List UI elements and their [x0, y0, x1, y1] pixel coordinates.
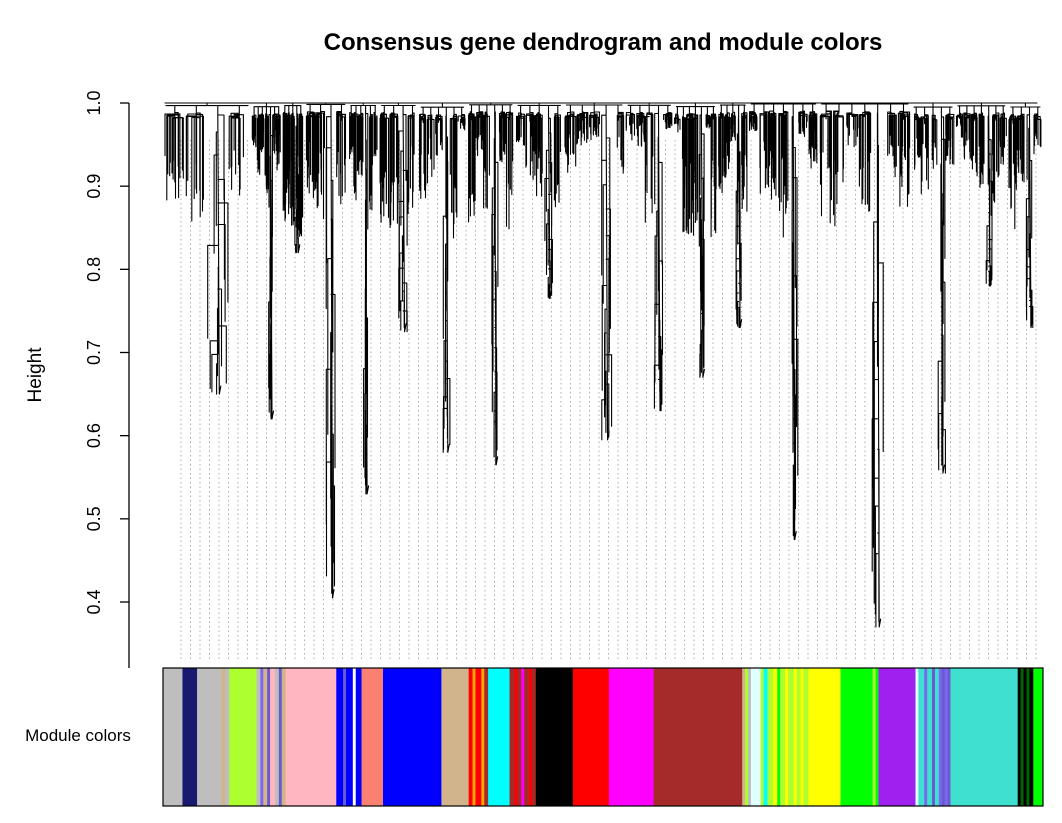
- module-color-segment: [535, 668, 574, 806]
- module-color-segment: [777, 668, 781, 806]
- y-axis: 0.4 0.5 0.6 0.7 0.8 0.9 1.0: [84, 90, 130, 668]
- module-color-segment: [517, 668, 522, 806]
- module-color-segment: [531, 668, 537, 806]
- module-color-segment: [484, 668, 489, 806]
- dendrogram-branches: [164, 102, 1042, 628]
- y-tick-label: 0.5: [84, 506, 104, 531]
- module-color-segment: [221, 668, 226, 806]
- module-color-segment: [529, 668, 533, 806]
- module-color-segment: [944, 668, 948, 806]
- module-color-segment: [270, 668, 276, 806]
- module-color-segment: [1033, 668, 1044, 806]
- module-color-segment: [281, 668, 286, 806]
- chart-title: Consensus gene dendrogram and module col…: [324, 29, 883, 56]
- module-color-segment: [773, 668, 778, 806]
- module-color-segment: [950, 668, 1019, 806]
- module-color-segment: [608, 668, 654, 806]
- module-color-segment: [468, 668, 473, 806]
- module-color-segment: [472, 668, 476, 806]
- module-color-segment: [182, 668, 198, 806]
- module-color-segment: [441, 668, 470, 806]
- y-tick-label: 0.7: [84, 340, 104, 365]
- module-color-segment: [278, 668, 283, 806]
- dendrogram-tree: [164, 102, 1042, 628]
- module-color-segment: [745, 668, 749, 806]
- module-color-segment: [941, 668, 946, 806]
- y-tick-label: 1.0: [84, 90, 104, 115]
- module-color-segment: [285, 668, 337, 806]
- module-color-segment: [361, 668, 384, 806]
- module-color-segment: [947, 668, 951, 806]
- module-color-segment: [481, 668, 485, 806]
- module-color-segment: [918, 668, 925, 806]
- module-color-segment: [938, 668, 943, 806]
- module-color-segment: [488, 668, 510, 806]
- module-color-segment: [767, 668, 774, 806]
- module-color-segment: [742, 668, 746, 806]
- module-color-segment: [521, 668, 525, 806]
- module-color-segment: [760, 668, 764, 806]
- module-color-segment: [263, 668, 268, 806]
- module-color-segment: [803, 668, 809, 806]
- module-color-segment: [927, 668, 933, 806]
- module-color-segment: [1017, 668, 1021, 806]
- module-color-segment: [1026, 668, 1030, 806]
- module-color-segment: [653, 668, 743, 806]
- y-tick-label: 0.4: [84, 589, 104, 614]
- module-color-segment: [808, 668, 841, 806]
- module-color-segment: [932, 668, 936, 806]
- module-color-segment: [793, 668, 798, 806]
- module-color-segment: [875, 668, 879, 806]
- module-color-segment: [225, 668, 230, 806]
- module-color-segment: [840, 668, 873, 806]
- module-color-segment: [383, 668, 442, 806]
- module-color-segment: [800, 668, 804, 806]
- module-color-segment: [924, 668, 928, 806]
- module-color-segment: [785, 668, 789, 806]
- module-color-segment: [787, 668, 795, 806]
- module-color-bar-border: [162, 667, 1044, 807]
- module-color-segment: [572, 668, 610, 806]
- module-color-segment: [509, 668, 515, 806]
- module-color-segment: [748, 668, 752, 806]
- module-color-segment: [343, 668, 347, 806]
- color-bar-label: Module colors: [25, 726, 131, 745]
- module-color-segment: [163, 668, 183, 806]
- module-color-segment: [274, 668, 280, 806]
- module-color-segment: [1029, 668, 1034, 806]
- module-color-segment: [934, 668, 940, 806]
- module-color-segment: [267, 668, 271, 806]
- module-color-segment: [256, 668, 261, 806]
- module-color-segment: [336, 668, 344, 806]
- module-color-segment: [346, 668, 354, 806]
- y-axis-label: Height: [25, 347, 46, 403]
- module-color-segment: [355, 668, 362, 806]
- module-color-segment: [878, 668, 916, 806]
- module-color-segment: [750, 668, 762, 806]
- module-color-segment: [872, 668, 876, 806]
- module-color-segment: [260, 668, 264, 806]
- module-color-bar: [162, 667, 1044, 807]
- module-color-segment: [1023, 668, 1027, 806]
- module-color-segment: [475, 668, 482, 806]
- module-color-segment: [352, 668, 357, 806]
- module-color-segment: [229, 668, 257, 806]
- y-tick-label: 0.6: [84, 423, 104, 448]
- module-color-segment: [796, 668, 801, 806]
- module-color-segment: [524, 668, 530, 806]
- y-tick-label: 0.8: [84, 257, 104, 282]
- module-color-segment: [514, 668, 518, 806]
- module-color-segment: [1020, 668, 1024, 806]
- module-color-segment: [763, 668, 768, 806]
- module-color-segment: [197, 668, 222, 806]
- y-tick-label: 0.9: [84, 174, 104, 199]
- module-color-segment: [780, 668, 786, 806]
- module-color-segment: [915, 668, 919, 806]
